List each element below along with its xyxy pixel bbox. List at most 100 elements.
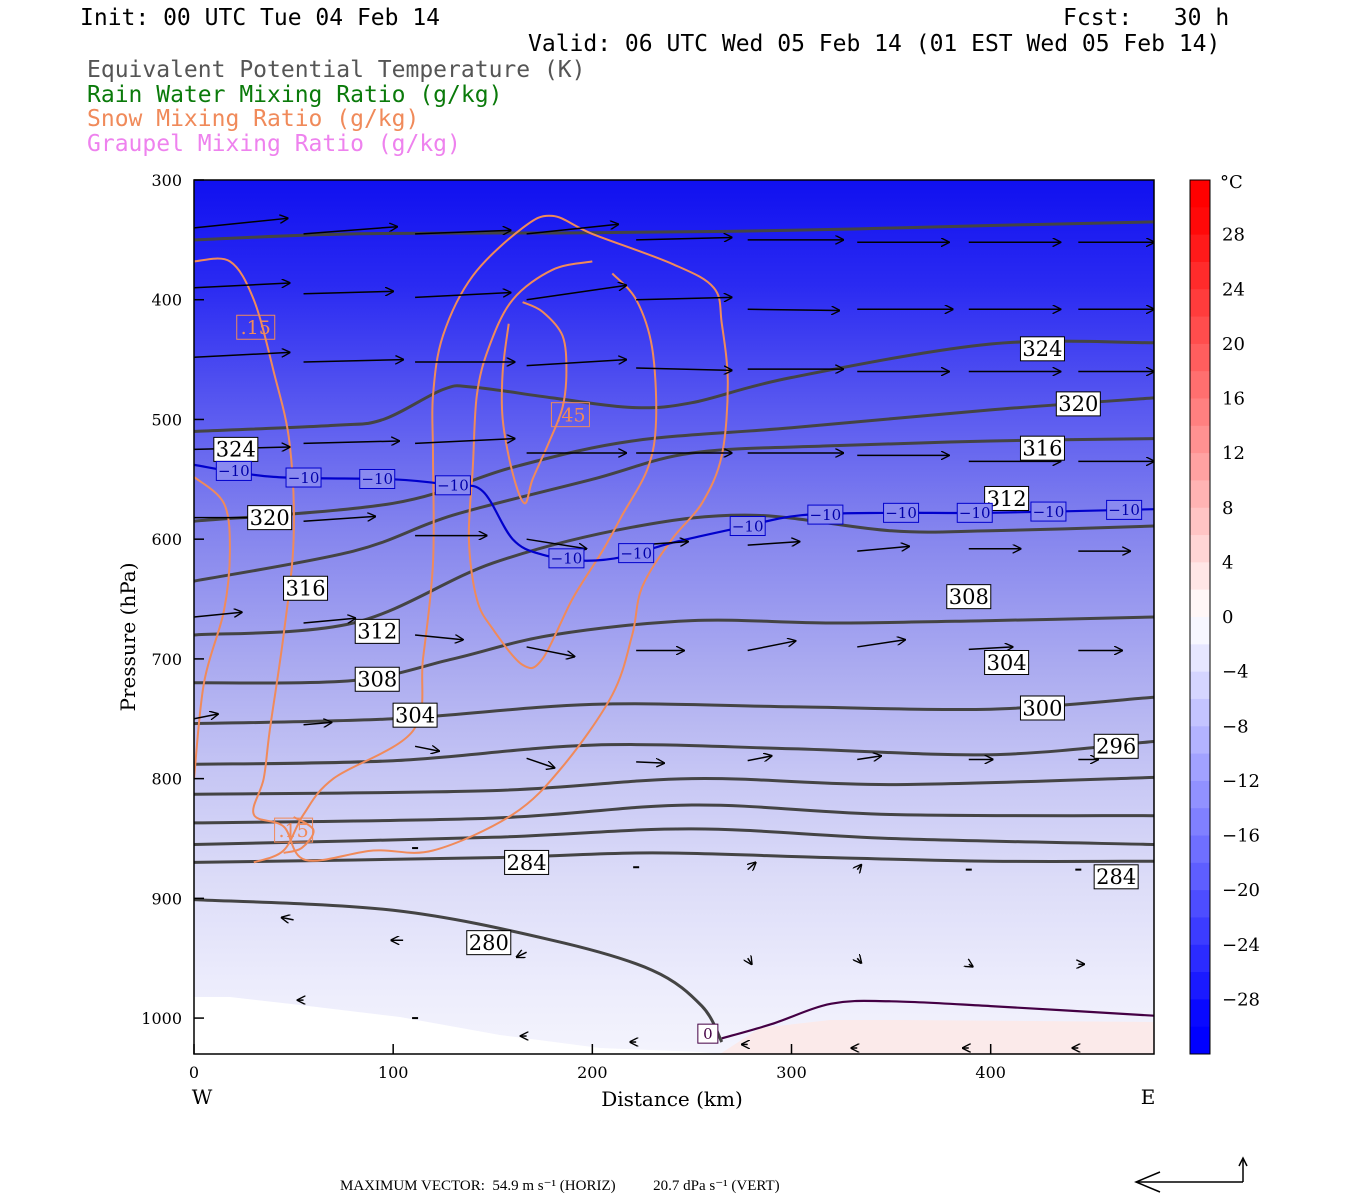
legend-snow: Snow Mixing Ratio (g/kg) (87, 106, 420, 132)
isotherm-zero-label-text: 0 (703, 1025, 713, 1043)
colorbar-label: 8 (1222, 498, 1233, 519)
warm-surface-shading (720, 1020, 1154, 1054)
colorbar-label: −16 (1222, 826, 1260, 847)
legend-graupel: Graupel Mixing Ratio (g/kg) (87, 131, 461, 157)
isotherm-label: −10 (215, 460, 252, 481)
theta-e-label: 316 (1019, 435, 1065, 461)
theta-e-label-text: 312 (357, 620, 397, 644)
wind-vector (517, 952, 527, 957)
colorbar-bin (1190, 289, 1210, 318)
colorbar-label: −20 (1222, 880, 1260, 901)
isotherm-label: −10 (883, 502, 920, 523)
x-tick-label: 0 (189, 1063, 199, 1082)
colorbar-label: −28 (1222, 989, 1260, 1010)
theta-e-label: 284 (504, 849, 550, 875)
wind-vector (415, 634, 463, 640)
wind-vector (526, 360, 627, 367)
isotherm-label: −10 (1106, 499, 1143, 520)
colorbar-unit: °C (1220, 172, 1243, 193)
colorbar-bin (1190, 316, 1210, 345)
y-tick-label: 900 (151, 889, 182, 908)
wind-vector (969, 964, 973, 966)
colorbar-bin (1190, 835, 1210, 864)
y-tick-label: 500 (151, 410, 182, 429)
forecast-hour: Fcst: 30 h (1063, 5, 1230, 31)
snow-label: .15 (274, 817, 314, 843)
colorbar-bin (1190, 862, 1210, 891)
theta-e-label: 304 (984, 649, 1030, 675)
colorbar-label: −12 (1222, 771, 1260, 792)
colorbar-label: −24 (1222, 935, 1260, 956)
wind-vector (526, 757, 555, 768)
theta-e-contour-292 (194, 775, 1154, 796)
reference-vector-icon (1134, 1156, 1248, 1193)
colorbar-bin (1190, 671, 1210, 700)
colorbar-bin (1190, 944, 1210, 973)
theta-e-label: 280 (466, 930, 512, 956)
colorbar-bin (1190, 480, 1210, 509)
isotherm-label-text: −10 (288, 469, 320, 487)
colorbar-bin (1190, 644, 1210, 673)
wind-vector (857, 756, 881, 760)
isotherm-label: −10 (434, 475, 471, 496)
isotherm-label-text: −10 (551, 550, 583, 568)
snow-label-text: .45 (555, 404, 585, 426)
wind-vector (748, 958, 752, 964)
theta-e-label-text: 284 (507, 851, 547, 875)
theta-e-label-text: 304 (395, 704, 435, 728)
wind-vector (194, 612, 242, 618)
wind-vector (526, 224, 619, 235)
wind-vector (857, 546, 909, 552)
isotherm-label-text: −10 (218, 462, 250, 480)
theta-e-label: 296 (1093, 733, 1139, 759)
isotherm-label-text: −10 (620, 544, 652, 562)
west-label: W (192, 1085, 213, 1109)
wind-vector (636, 297, 732, 299)
snow-label: .15 (236, 314, 276, 340)
y-tick-label: 700 (151, 650, 182, 669)
wind-vector (282, 918, 294, 920)
wind-vector (748, 862, 756, 869)
valid-time: Valid: 06 UTC Wed 05 Feb 14 (01 EST Wed … (528, 31, 1221, 57)
isotherm-label-text: −10 (810, 506, 842, 524)
snow-contour-0 (194, 214, 729, 864)
isotherm-label: −10 (956, 502, 993, 523)
isotherm-label-text: −10 (1033, 503, 1065, 521)
theta-e-label-text: 312 (987, 487, 1027, 511)
colorbar-label: −4 (1222, 662, 1249, 683)
isotherm-label-text: −10 (959, 504, 991, 522)
colorbar-bin (1190, 917, 1210, 946)
isotherm-label-text: −10 (437, 477, 469, 495)
x-tick-label: 400 (975, 1063, 1006, 1082)
colorbar-label: 16 (1222, 389, 1245, 410)
wind-vector (857, 640, 905, 648)
y-tick-label: 1000 (141, 1009, 182, 1028)
theta-e-label-text: 320 (1058, 392, 1098, 416)
colorbar-bin (1190, 453, 1210, 481)
wind-vector (414, 746, 439, 751)
legend-theta-e: Equivalent Potential Temperature (K) (87, 57, 586, 83)
theta-e-label: 324 (213, 436, 259, 462)
wind-vector (747, 641, 796, 652)
theta-e-contour-324 (194, 220, 1154, 242)
colorbar-label: 28 (1222, 225, 1245, 246)
wind-vector (857, 865, 861, 870)
colorbar-bin (1190, 207, 1210, 236)
wind-vector (303, 291, 394, 293)
wind-vector (968, 647, 1013, 649)
wind-vector (415, 439, 515, 445)
colorbar-bin (1190, 589, 1210, 618)
wind-vector (636, 762, 664, 763)
x-tick-label: 300 (776, 1063, 807, 1082)
theta-e-contour-280 (194, 898, 724, 1043)
wind-vector (194, 218, 288, 229)
isotherm-label-text: −10 (885, 504, 917, 522)
theta-e-label-text: 324 (216, 438, 256, 462)
theta-e-label-text: 280 (469, 931, 509, 955)
theta-e-label-text: 296 (1096, 735, 1136, 759)
wind-vector (415, 230, 511, 234)
snow-label: .45 (550, 402, 590, 428)
wind-vector (747, 542, 800, 546)
theta-e-label: 320 (247, 505, 293, 531)
wind-vector (857, 958, 861, 963)
